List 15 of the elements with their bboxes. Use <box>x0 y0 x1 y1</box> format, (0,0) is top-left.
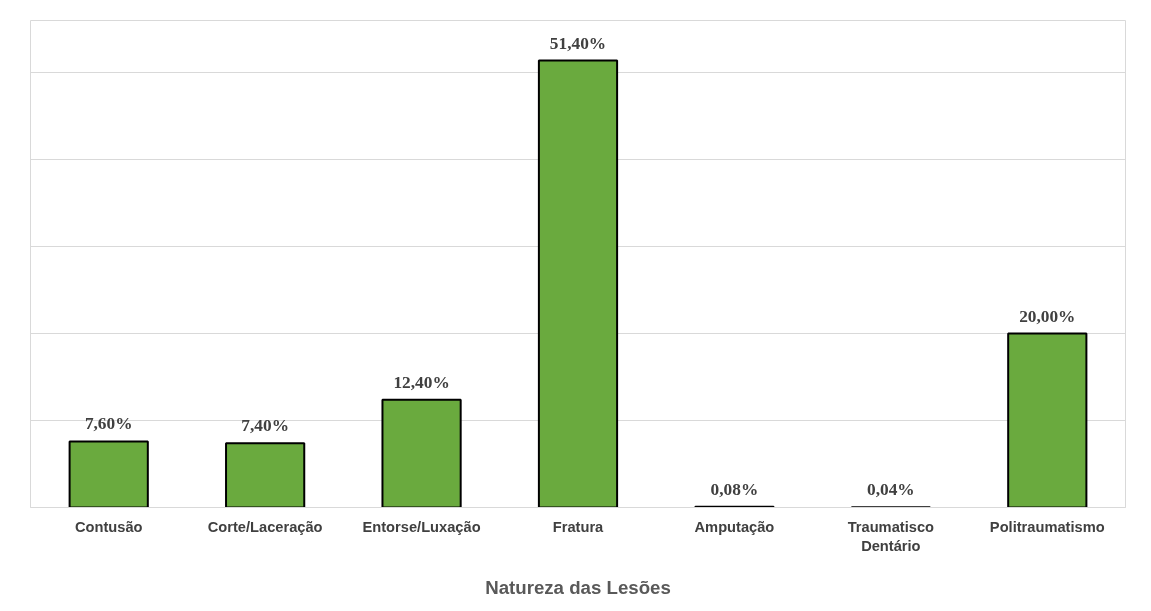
data-label: 51,40% <box>549 33 607 53</box>
x-tick-label: Fratura <box>552 518 605 535</box>
data-label: 12,40% <box>393 372 450 392</box>
data-label: 7,60% <box>84 414 133 434</box>
x-tick-label: Traumatisco Dentário <box>847 518 935 554</box>
data-label: 20,00% <box>1019 306 1076 326</box>
x-tick-label: Contusão <box>74 518 143 535</box>
data-label: 7,40% <box>241 416 289 436</box>
data-label: 0,04% <box>867 480 915 500</box>
x-tick-label: Corte/Laceração <box>207 518 323 535</box>
data-label: 0,08% <box>710 479 759 499</box>
x-tick-label: Entorse/Luxação <box>362 518 481 535</box>
x-tick-label: Politraumatismo <box>989 518 1105 535</box>
x-axis-title: Natureza das Lesões <box>485 576 671 598</box>
x-tick-label: Amputação <box>694 518 775 535</box>
